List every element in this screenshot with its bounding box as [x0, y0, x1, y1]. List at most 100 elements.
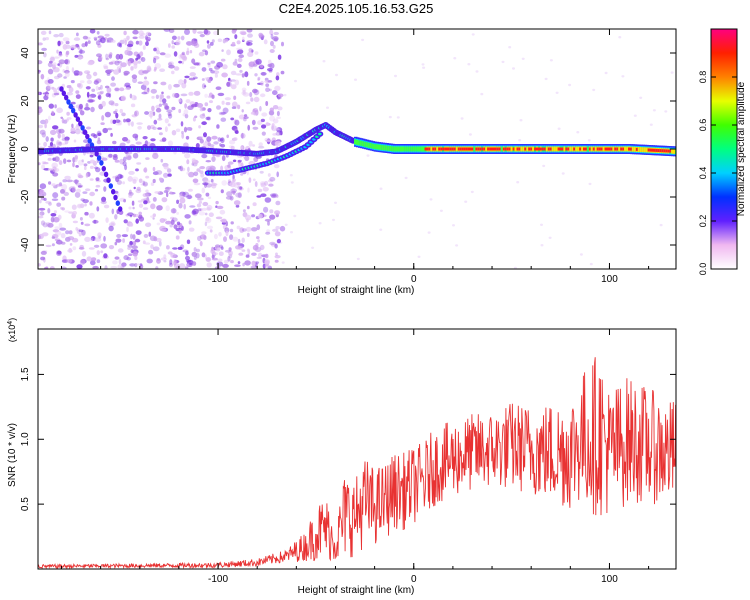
noise-speck	[204, 77, 210, 80]
ridge-peak	[592, 147, 597, 151]
ridge-band	[571, 146, 575, 152]
ridge-peak	[620, 147, 624, 151]
ridge-peak	[635, 147, 640, 151]
noise-speck	[98, 152, 102, 156]
tick-label: 100	[601, 574, 618, 585]
noise-speck	[51, 110, 54, 115]
noise-speck	[257, 76, 261, 81]
noise-speck	[85, 86, 91, 90]
noise-speck	[178, 53, 185, 60]
noise-speck	[251, 214, 256, 218]
ridge-band	[532, 146, 536, 152]
noise-speck	[52, 67, 60, 73]
ridge-peak	[610, 147, 614, 151]
noise-speck	[167, 112, 172, 117]
noise-speck	[229, 181, 236, 188]
noise-speck	[53, 34, 60, 38]
noise-speck	[143, 233, 149, 238]
noise-speck	[40, 256, 46, 261]
noise-speck	[96, 259, 101, 264]
noise-speck	[140, 57, 146, 62]
noise-speck	[152, 111, 156, 116]
noise-speck	[193, 76, 198, 80]
noise-speck	[86, 79, 93, 85]
noise-speck	[216, 105, 221, 110]
noise-speck	[170, 219, 175, 225]
noise-speck	[53, 87, 57, 93]
noise-speck	[199, 240, 203, 247]
noise-speck	[137, 125, 142, 130]
noise-speck	[269, 209, 274, 214]
noise-speck	[138, 35, 145, 39]
noise-speck	[149, 110, 154, 114]
noise-speck	[49, 266, 55, 269]
noise-speck	[460, 117, 464, 120]
noise-speck	[50, 55, 55, 61]
noise-speck	[199, 166, 206, 170]
noise-speck	[557, 127, 561, 130]
ridge-peak	[496, 147, 501, 151]
ridge-peak	[444, 147, 448, 151]
snr-frame	[37, 328, 677, 570]
noise-speck	[268, 183, 274, 187]
noise-speck	[379, 187, 383, 190]
noise-speck	[181, 133, 185, 139]
noise-speck	[87, 61, 94, 66]
noise-speck	[66, 258, 72, 264]
ridge-band	[397, 146, 401, 152]
noise-speck	[181, 51, 185, 56]
noise-speck	[257, 252, 263, 258]
noise-speck	[239, 30, 247, 35]
noise-speck	[166, 245, 170, 250]
noise-speck	[105, 85, 110, 89]
noise-speck	[101, 157, 108, 161]
noise-speck	[169, 259, 173, 265]
noise-speck	[100, 37, 106, 44]
colorbar-ticks: 0.0 0.2 0.4 0.6 0.8	[698, 71, 737, 275]
noise-speck	[186, 195, 193, 200]
noise-speck	[231, 101, 238, 108]
noise-speck	[185, 99, 191, 104]
noise-speck	[199, 234, 207, 240]
noise-speck	[231, 41, 236, 46]
noise-speck	[245, 226, 252, 232]
noise-speck	[185, 41, 193, 46]
noise-speck	[39, 213, 42, 217]
noise-speck	[164, 105, 170, 110]
noise-speck	[122, 238, 125, 243]
noise-speck	[246, 232, 250, 237]
ridge-peak	[653, 148, 657, 152]
noise-speck	[264, 259, 271, 265]
noise-speck	[73, 156, 78, 163]
noise-speck	[173, 66, 180, 71]
noise-speck	[272, 105, 279, 110]
noise-speck	[106, 72, 111, 76]
ridge-band	[369, 143, 374, 149]
noise-speck	[230, 260, 234, 264]
noise-speck	[252, 202, 257, 207]
noise-speck	[237, 57, 243, 63]
noise-speck	[95, 167, 101, 173]
noise-speck	[274, 259, 279, 263]
noise-speck	[153, 236, 158, 242]
ridge-band	[404, 146, 409, 152]
ridge-peak	[647, 148, 652, 152]
noise-speck	[185, 259, 191, 263]
noise-speck	[129, 222, 134, 227]
noise-speck	[516, 181, 520, 184]
noise-speck	[281, 41, 284, 47]
noise-speck	[185, 50, 190, 56]
noise-speck	[152, 213, 156, 217]
noise-speck	[134, 111, 138, 117]
noise-speck	[86, 71, 90, 76]
noise-speck	[79, 110, 85, 116]
noise-speck	[219, 138, 224, 142]
noise-speck	[238, 252, 244, 256]
noise-speck	[127, 60, 131, 67]
ridge-band	[473, 146, 477, 152]
noise-speck	[167, 251, 173, 255]
noise-speck	[229, 228, 234, 233]
noise-speck	[143, 168, 147, 173]
diagonal-branch-mark	[111, 188, 116, 195]
noise-speck	[548, 236, 552, 239]
